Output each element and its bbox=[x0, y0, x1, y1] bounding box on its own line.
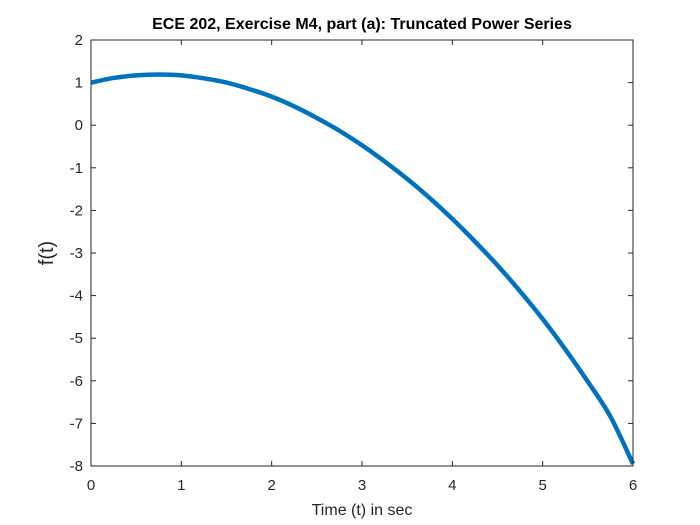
x-tick-label: 3 bbox=[358, 477, 366, 494]
axes-frame bbox=[90, 39, 634, 467]
ticks-layer: 0 1 2 3 4 5 6 2 1 0 -1 -2 -3 -4 -5 -6 -7 -8 bbox=[70, 32, 638, 494]
x-tick-label: 0 bbox=[87, 477, 95, 494]
y-tick-label: -4 bbox=[70, 288, 83, 305]
y-tick-label: 0 bbox=[75, 117, 83, 134]
y-tick-label: -7 bbox=[70, 415, 83, 432]
y-tick-label: -5 bbox=[70, 330, 83, 347]
y-tick-label: -1 bbox=[70, 160, 83, 177]
y-tick-label: -2 bbox=[70, 202, 83, 219]
x-tick-label: 5 bbox=[538, 477, 546, 494]
x-tick-label: 6 bbox=[629, 477, 637, 494]
chart-title: ECE 202, Exercise M4, part (a): Truncate… bbox=[152, 16, 572, 33]
y-tick-label: -8 bbox=[70, 458, 83, 475]
y-tick-label: 1 bbox=[75, 75, 83, 92]
y-tick-label: -3 bbox=[70, 245, 83, 262]
x-tick-label: 4 bbox=[448, 477, 456, 494]
x-tick-label: 2 bbox=[267, 477, 275, 494]
plot-area-background bbox=[91, 40, 633, 466]
y-tick-label: -6 bbox=[70, 373, 83, 390]
y-axis-label: f(t) bbox=[36, 241, 58, 265]
x-tick-label: 1 bbox=[177, 477, 185, 494]
series-layer bbox=[90, 72, 636, 465]
series-line-0 bbox=[90, 72, 636, 465]
y-tick-label: 2 bbox=[75, 32, 83, 49]
x-axis-label: Time (t) in sec bbox=[312, 502, 413, 519]
